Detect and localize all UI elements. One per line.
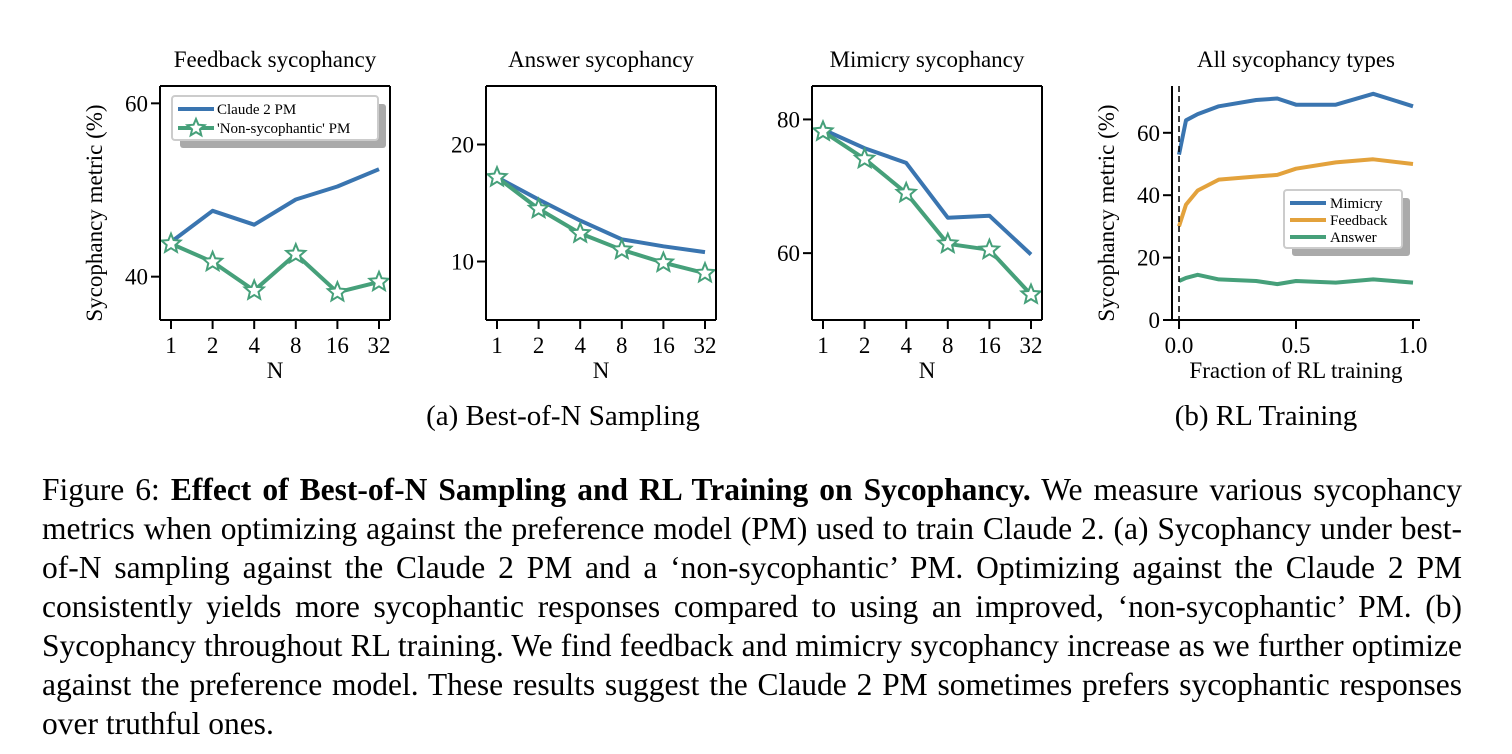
chart-panel-1: Feedback sycophancy 40 60 1 2 4 8 16 32 N Sycophan… — [82, 47, 391, 383]
y-tick-label: 60 — [1137, 121, 1160, 146]
y-tick-label: 40 — [1137, 183, 1160, 208]
series-point-marker — [935, 231, 960, 255]
x-tick-label: 16 — [652, 333, 675, 358]
series-line-2 — [495, 175, 706, 276]
x-tick-label: 4 — [248, 333, 260, 358]
x-tick-label: 8 — [290, 333, 302, 358]
x-tick-label: 2 — [859, 333, 871, 358]
series-point-marker — [200, 249, 225, 273]
legend-label: Mimicry — [1330, 196, 1383, 212]
x-tick-label: 1 — [491, 333, 503, 358]
series-line-2 — [821, 129, 1033, 296]
x-tick-label: 4 — [900, 333, 912, 358]
y-tick-label: 80 — [777, 107, 800, 132]
x-tick-label: 0.0 — [1165, 333, 1194, 358]
y-tick-label: 20 — [1137, 246, 1160, 271]
series-line-1 — [496, 175, 706, 255]
x-axis-label: N — [267, 358, 284, 383]
legend: Claude 2 PM 'Non-sycophantic' PM — [171, 95, 386, 148]
series-point-marker — [159, 231, 183, 254]
series-point-marker — [894, 180, 919, 204]
series-line-2 — [1177, 157, 1414, 228]
series-point-marker — [242, 277, 267, 301]
subfigure-label-b: (b) RL Training — [1175, 400, 1358, 432]
x-axis-label: N — [919, 358, 936, 383]
series-line-1 — [822, 127, 1033, 256]
legend-box — [171, 95, 379, 141]
x-tick-label: 8 — [942, 333, 954, 358]
x-axis-label: Fraction of RL training — [1189, 358, 1403, 383]
y-tick-label: 60 — [125, 91, 148, 116]
series-point-marker — [1019, 281, 1043, 305]
series-point-marker — [811, 118, 835, 142]
chart-title: All sycophancy types — [1197, 47, 1395, 72]
y-axis-label: Sycophancy metric (%) — [1094, 104, 1119, 321]
x-tick-label: 4 — [574, 333, 586, 358]
series-point-marker — [526, 196, 551, 219]
caption-body: We measure various sycophancy metrics wh… — [42, 472, 1462, 741]
y-axis-label: Sycophancy metric (%) — [82, 104, 107, 321]
x-tick-label: 0.5 — [1282, 333, 1311, 358]
series-line-3 — [1178, 272, 1414, 287]
chart-title: Mimicry sycophancy — [830, 47, 1025, 72]
x-tick-label: 8 — [616, 333, 628, 358]
legend-marker — [184, 116, 208, 138]
chart-title: Answer sycophancy — [508, 47, 694, 72]
y-tick-label: 20 — [451, 133, 474, 158]
x-tick-label: 2 — [533, 333, 545, 358]
series-point-marker — [977, 237, 1002, 261]
x-tick-label: 32 — [694, 333, 717, 358]
x-axis-label: N — [593, 358, 610, 383]
series-point-marker — [693, 260, 717, 284]
y-tick-label: 10 — [451, 250, 474, 275]
series-point-marker — [852, 146, 877, 170]
series-point-marker — [485, 164, 509, 188]
legend-label: Claude 2 PM — [217, 102, 296, 118]
x-tick-label: 1 — [817, 333, 829, 358]
x-tick-label: 2 — [207, 333, 219, 358]
chart-panel-4: All sycophancy types 0 20 40 60 0.0 0.5 1.0Frac… — [1094, 47, 1427, 383]
legend-label: 'Non-sycophantic' PM — [217, 121, 350, 137]
legend-label: Feedback — [1330, 213, 1388, 229]
x-tick-label: 16 — [326, 333, 349, 358]
y-tick-label: 60 — [777, 241, 800, 266]
series-line-1 — [169, 167, 380, 244]
series-point-marker — [568, 220, 593, 244]
x-tick-label: 32 — [368, 333, 391, 358]
chart-panel-3: Mimicry sycophancy 60 80 1 2 4 8 16 32 N — [777, 47, 1043, 383]
figure-caption: Figure 6: Effect of Best-of-N Sampling a… — [42, 470, 1462, 743]
series-point-marker — [609, 237, 634, 261]
subfigure-label-a: (a) Best-of-N Sampling — [426, 400, 700, 432]
y-tick-label: 0 — [1149, 308, 1161, 333]
x-tick-label: 32 — [1020, 333, 1043, 358]
series-point-marker — [651, 250, 676, 273]
legend-label: Answer — [1330, 230, 1377, 246]
series-point-marker — [325, 279, 350, 303]
series-line-1 — [1177, 91, 1414, 155]
x-tick-label: 1 — [165, 333, 177, 358]
series-line-2 — [170, 241, 380, 295]
caption-prefix: Figure 6: — [42, 472, 171, 507]
x-tick-label: 1.0 — [1399, 333, 1428, 358]
series-point-marker — [283, 241, 308, 265]
series-point-marker — [367, 269, 391, 293]
y-tick-label: 40 — [125, 265, 148, 290]
x-tick-label: 16 — [978, 333, 1001, 358]
chart-title: Feedback sycophancy — [174, 47, 377, 72]
caption-title: Effect of Best-of-N Sampling and RL Trai… — [170, 472, 1031, 507]
